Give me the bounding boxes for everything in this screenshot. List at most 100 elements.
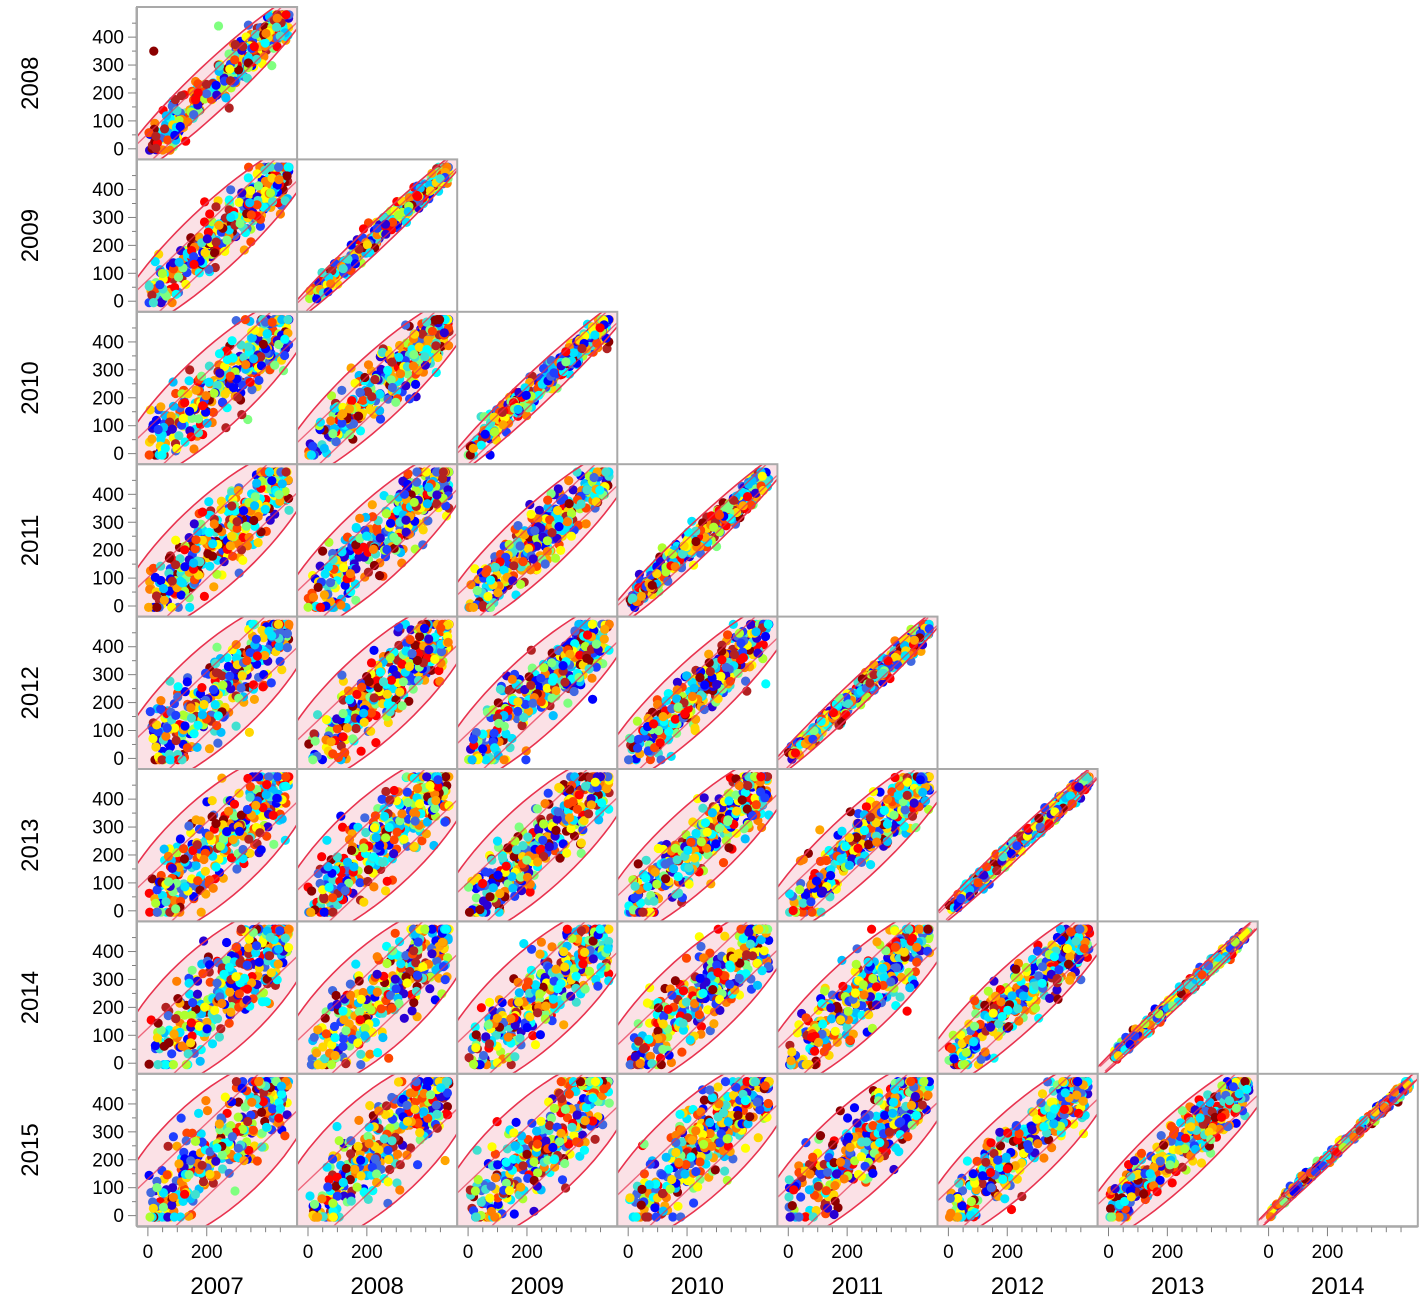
data-point (345, 569, 355, 579)
data-point (275, 31, 285, 41)
data-point (197, 371, 207, 381)
data-point (409, 497, 419, 507)
data-point (430, 654, 440, 665)
data-point (220, 389, 230, 399)
data-point (809, 726, 819, 736)
data-point (209, 582, 219, 592)
data-point (193, 527, 203, 537)
data-point (414, 676, 424, 686)
data-point (265, 188, 276, 198)
data-point (633, 743, 643, 753)
data-point (225, 76, 236, 86)
data-point (856, 700, 866, 710)
data-point (180, 398, 190, 408)
data-point (213, 711, 223, 721)
data-point (243, 58, 253, 68)
data-point (308, 441, 318, 451)
data-point (281, 10, 291, 20)
density-ellipse-outline (137, 159, 298, 312)
data-point (227, 501, 237, 511)
data-point (486, 602, 496, 613)
data-point (373, 683, 383, 693)
data-point (338, 708, 348, 719)
matrix-cell-2011-vs-2008 (296, 463, 459, 618)
data-point (254, 375, 264, 385)
data-point (371, 738, 381, 748)
density-ellipse-outline (457, 616, 618, 769)
fit-curve (627, 474, 778, 617)
data-point (215, 368, 225, 378)
data-point (569, 686, 579, 697)
data-point (431, 341, 441, 351)
data-point (238, 41, 248, 52)
data-point (747, 476, 757, 486)
data-point (435, 174, 445, 184)
data-point (277, 479, 287, 489)
data-point (468, 443, 478, 453)
data-point (413, 191, 423, 202)
data-point (216, 496, 226, 506)
data-point (543, 495, 553, 505)
data-point (589, 472, 599, 483)
data-point (420, 352, 430, 362)
data-point (172, 106, 182, 116)
data-point (198, 401, 208, 411)
data-point (184, 593, 194, 603)
data-point (226, 212, 236, 222)
data-point (265, 162, 275, 172)
fit-curve (137, 616, 267, 739)
data-point (355, 426, 366, 436)
data-point (415, 631, 425, 642)
data-point (345, 695, 355, 705)
data-point (410, 329, 420, 339)
data-point (328, 554, 338, 565)
data-point (362, 240, 372, 250)
data-point (147, 434, 157, 444)
data-point (171, 289, 181, 299)
data-point (210, 700, 220, 710)
data-point (363, 360, 374, 370)
data-point (869, 670, 879, 680)
data-point (165, 417, 175, 427)
data-point (551, 686, 561, 696)
data-point (180, 545, 190, 555)
data-point (479, 412, 489, 422)
data-point (517, 721, 527, 731)
data-point (274, 490, 284, 500)
data-point (366, 658, 377, 668)
points-group (305, 162, 454, 304)
data-point (534, 390, 544, 400)
data-point (375, 389, 385, 399)
data-point (521, 390, 531, 400)
data-point (255, 221, 265, 231)
data-point (592, 338, 602, 348)
data-point (337, 547, 347, 557)
data-point (816, 716, 826, 727)
fit-curve (297, 311, 437, 444)
data-point (155, 280, 165, 290)
data-point (216, 504, 226, 514)
data-point (591, 639, 602, 649)
data-point (542, 536, 553, 546)
fit-curve (168, 646, 298, 769)
data-point (250, 501, 260, 511)
data-point (553, 505, 563, 516)
data-point (732, 507, 742, 518)
data-point (577, 343, 587, 354)
data-point (443, 620, 453, 630)
data-point (185, 406, 195, 416)
fit-curve (165, 491, 298, 617)
data-point (197, 507, 208, 517)
fit-curve (305, 167, 458, 312)
points-group (303, 467, 454, 613)
data-point (397, 701, 407, 711)
data-point (587, 673, 597, 683)
data-point (273, 619, 284, 630)
data-point (554, 522, 564, 532)
data-point (661, 567, 671, 577)
data-point (403, 479, 413, 490)
data-point (167, 602, 177, 613)
data-point (355, 387, 365, 397)
data-point (403, 207, 413, 217)
data-point (387, 357, 397, 367)
